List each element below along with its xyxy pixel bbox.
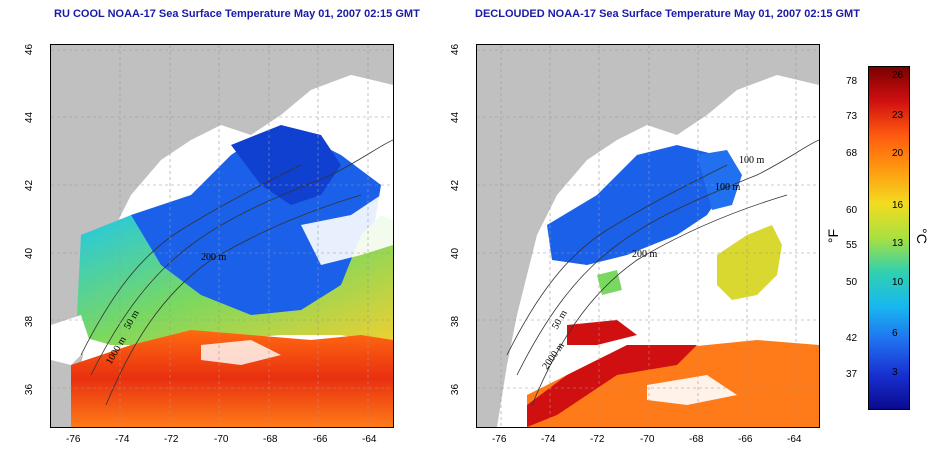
warm-water (71, 330, 393, 427)
contour-1000m (105, 194, 362, 406)
celsius-tick: 23 (892, 110, 904, 121)
right-lat-tick: 38 (450, 315, 462, 328)
celsius-tick: 20 (892, 148, 904, 159)
left-map-title: RU COOL NOAA-17 Sea Surface Temperature … (54, 8, 420, 20)
right-lon-tick: -72 (590, 434, 605, 445)
right-lat-tick: 42 (450, 179, 462, 192)
celsius-tick: 6 (892, 328, 898, 339)
right-lat-tick: 40 (450, 247, 462, 260)
left-lat-tick: 44 (24, 111, 36, 124)
contour-label-100m: 100 m (739, 155, 765, 166)
right-lon-tick: -70 (640, 434, 655, 445)
left-lat-tick: 42 (24, 179, 36, 192)
fahrenheit-tick: 73 (846, 111, 858, 122)
celsius-tick: 3 (892, 367, 898, 378)
cold-water (547, 145, 727, 265)
left-lon-tick: -72 (164, 434, 179, 445)
fahrenheit-tick: 37 (846, 369, 858, 380)
right-lon-tick: -68 (689, 434, 704, 445)
fahrenheit-tick: 60 (846, 205, 858, 216)
celsius-unit-label: °C (913, 228, 930, 244)
mid-water (717, 225, 782, 300)
left-lat-tick: 40 (24, 247, 36, 260)
fahrenheit-tick: 78 (846, 76, 858, 87)
right-lat-tick: 44 (450, 111, 462, 124)
contour-2000m (531, 194, 788, 406)
fahrenheit-tick: 68 (846, 148, 858, 159)
right-map-title: DECLOUDED NOAA-17 Sea Surface Temperatur… (475, 8, 860, 20)
fahrenheit-tick: 55 (846, 240, 858, 251)
land-mass (477, 45, 819, 427)
right-lon-tick: -76 (492, 434, 507, 445)
contour-200m (516, 139, 819, 376)
contour-50m (506, 164, 728, 356)
left-lon-tick: -74 (115, 434, 130, 445)
left-lat-tick: 36 (24, 383, 36, 396)
celsius-tick: 16 (892, 200, 904, 211)
fahrenheit-tick: 50 (846, 277, 858, 288)
grid-lines (477, 45, 819, 427)
left-lon-tick: -70 (214, 434, 229, 445)
left-lon-tick: -76 (66, 434, 81, 445)
contour-50m (80, 164, 302, 356)
land-mass (51, 45, 393, 427)
contour-label-100m: 100 m (715, 182, 741, 193)
grid-lines (51, 45, 393, 427)
left-lat-tick: 38 (24, 315, 36, 328)
right-lat-tick: 36 (450, 383, 462, 396)
left-lon-tick: -64 (362, 434, 377, 445)
contour-label-200m: 200 m (201, 252, 227, 263)
left-sst-map: 200 m 50 m 1000 m (50, 44, 394, 428)
right-lat-tick: 46 (450, 43, 462, 56)
fahrenheit-unit-label: °F (825, 228, 842, 244)
left-lon-tick: -66 (313, 434, 328, 445)
right-lon-tick: -64 (787, 434, 802, 445)
fahrenheit-tick: 42 (846, 333, 858, 344)
left-lon-tick: -68 (263, 434, 278, 445)
mid-water (76, 215, 393, 345)
celsius-tick: 26 (892, 70, 904, 81)
celsius-tick: 10 (892, 277, 904, 288)
right-map-canvas: 200 m 100 m 100 m 50 m 2000 m (477, 45, 819, 427)
contour-200m (90, 139, 393, 376)
contour-label-200m: 200 m (632, 249, 658, 260)
right-lon-tick: -66 (738, 434, 753, 445)
celsius-tick: 13 (892, 238, 904, 249)
left-map-canvas: 200 m 50 m 1000 m (51, 45, 393, 427)
temperature-colorbar (868, 66, 910, 410)
left-lat-tick: 46 (24, 43, 36, 56)
right-sst-map: 200 m 100 m 100 m 50 m 2000 m (476, 44, 820, 428)
right-lon-tick: -74 (541, 434, 556, 445)
